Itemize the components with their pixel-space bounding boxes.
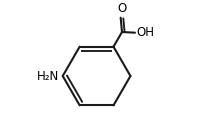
Text: O: O — [117, 2, 127, 15]
Text: H₂N: H₂N — [37, 70, 59, 83]
Text: OH: OH — [136, 26, 154, 39]
